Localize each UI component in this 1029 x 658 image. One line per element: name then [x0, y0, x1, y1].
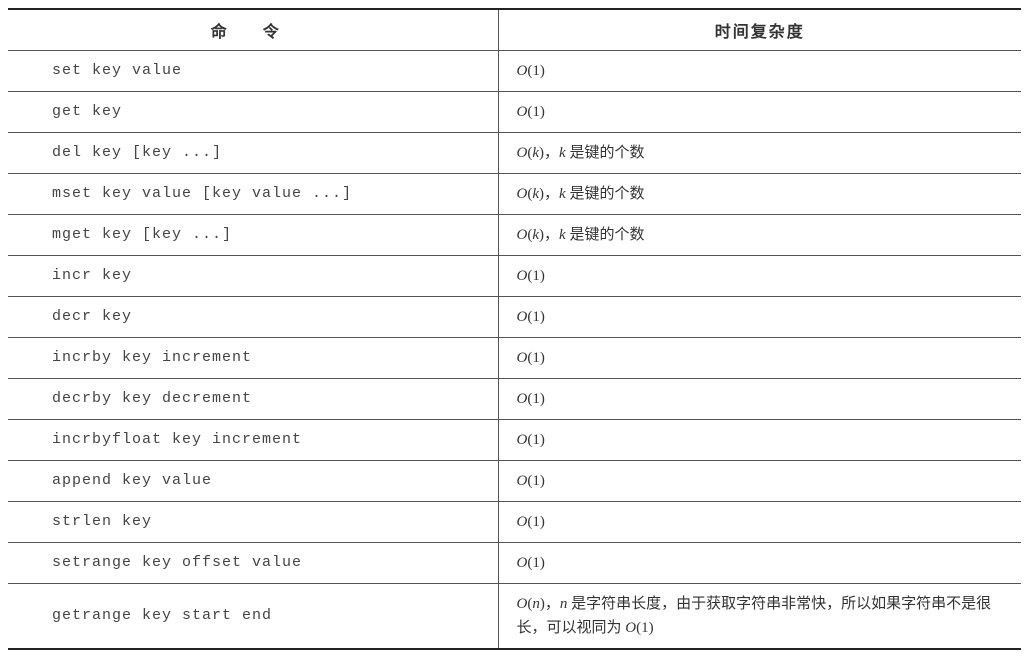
table-row: del key [key ...]O(k)，k 是键的个数 — [8, 133, 1021, 174]
table-row: mset key value [key value ...]O(k)，k 是键的… — [8, 174, 1021, 215]
cell-complexity: O(1) — [498, 461, 1021, 502]
cell-complexity: O(1) — [498, 420, 1021, 461]
table-row: setrange key offset valueO(1) — [8, 543, 1021, 584]
cell-command: getrange key start end — [8, 584, 498, 650]
cell-command: decr key — [8, 297, 498, 338]
cell-complexity: O(1) — [498, 51, 1021, 92]
cell-command: set key value — [8, 51, 498, 92]
table-row: get keyO(1) — [8, 92, 1021, 133]
cell-command: mget key [key ...] — [8, 215, 498, 256]
cell-command: incrby key increment — [8, 338, 498, 379]
cell-command: append key value — [8, 461, 498, 502]
cell-command: incr key — [8, 256, 498, 297]
table-header-row: 命 令 时间复杂度 — [8, 9, 1021, 51]
table-row: decrby key decrementO(1) — [8, 379, 1021, 420]
cell-command: mset key value [key value ...] — [8, 174, 498, 215]
table-row: incr keyO(1) — [8, 256, 1021, 297]
header-complexity: 时间复杂度 — [498, 9, 1021, 51]
complexity-table: 命 令 时间复杂度 set key valueO(1)get keyO(1)de… — [8, 8, 1021, 650]
table-row: decr keyO(1) — [8, 297, 1021, 338]
cell-command: strlen key — [8, 502, 498, 543]
table-row: incrby key incrementO(1) — [8, 338, 1021, 379]
cell-complexity: O(1) — [498, 502, 1021, 543]
cell-command: get key — [8, 92, 498, 133]
table-row: getrange key start endO(n)，n 是字符串长度，由于获取… — [8, 584, 1021, 650]
header-command: 命 令 — [8, 9, 498, 51]
cell-command: setrange key offset value — [8, 543, 498, 584]
table-row: incrbyfloat key incrementO(1) — [8, 420, 1021, 461]
table-body: set key valueO(1)get keyO(1)del key [key… — [8, 51, 1021, 650]
table-row: strlen keyO(1) — [8, 502, 1021, 543]
cell-complexity: O(1) — [498, 92, 1021, 133]
cell-complexity: O(k)，k 是键的个数 — [498, 133, 1021, 174]
table-row: append key valueO(1) — [8, 461, 1021, 502]
cell-complexity: O(1) — [498, 297, 1021, 338]
cell-complexity: O(k)，k 是键的个数 — [498, 215, 1021, 256]
table-row: set key valueO(1) — [8, 51, 1021, 92]
cell-complexity: O(k)，k 是键的个数 — [498, 174, 1021, 215]
cell-command: del key [key ...] — [8, 133, 498, 174]
cell-complexity: O(n)，n 是字符串长度，由于获取字符串非常快，所以如果字符串不是很长，可以视… — [498, 584, 1021, 650]
cell-command: incrbyfloat key increment — [8, 420, 498, 461]
cell-complexity: O(1) — [498, 543, 1021, 584]
cell-complexity: O(1) — [498, 256, 1021, 297]
cell-complexity: O(1) — [498, 379, 1021, 420]
cell-command: decrby key decrement — [8, 379, 498, 420]
cell-complexity: O(1) — [498, 338, 1021, 379]
table-row: mget key [key ...]O(k)，k 是键的个数 — [8, 215, 1021, 256]
